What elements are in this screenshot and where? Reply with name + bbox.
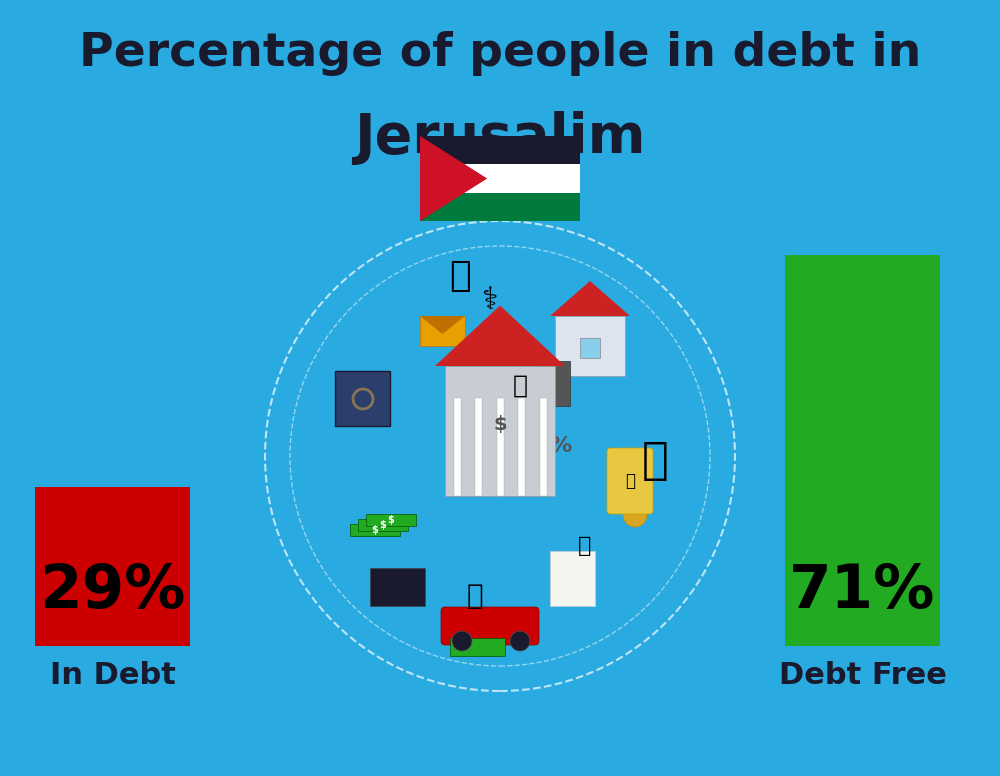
Text: 🏦: 🏦 <box>625 472 635 490</box>
Bar <box>496 399 504 496</box>
Bar <box>475 399 482 496</box>
Text: Jerusalim: Jerusalim <box>354 111 646 165</box>
Text: 🔑: 🔑 <box>512 374 528 398</box>
Bar <box>35 487 190 646</box>
Bar <box>445 366 555 496</box>
Bar <box>420 165 580 192</box>
Text: 🔒: 🔒 <box>578 536 592 556</box>
Bar <box>366 514 416 526</box>
Bar <box>420 316 465 346</box>
Bar <box>450 638 505 656</box>
Bar <box>335 371 390 426</box>
Text: In Debt: In Debt <box>50 661 175 690</box>
Bar <box>350 524 400 536</box>
Bar <box>580 338 600 358</box>
Text: $: $ <box>380 520 386 530</box>
Polygon shape <box>420 316 465 334</box>
Text: Percentage of people in debt in: Percentage of people in debt in <box>79 31 921 76</box>
Circle shape <box>510 631 530 651</box>
Text: $: $ <box>372 525 378 535</box>
Text: $: $ <box>388 515 394 525</box>
Text: Debt Free: Debt Free <box>779 661 946 690</box>
Text: ⚕️: ⚕️ <box>482 286 498 316</box>
FancyBboxPatch shape <box>607 448 653 514</box>
Bar <box>370 568 425 606</box>
Bar <box>420 192 580 221</box>
Text: 🎓: 🎓 <box>642 439 668 483</box>
Polygon shape <box>435 306 565 366</box>
Polygon shape <box>550 281 630 316</box>
Circle shape <box>623 464 647 488</box>
Bar <box>535 361 570 406</box>
Bar <box>518 399 525 496</box>
Polygon shape <box>420 136 487 221</box>
Text: 29%: 29% <box>39 562 186 621</box>
Bar <box>785 255 940 646</box>
Text: $: $ <box>493 415 507 434</box>
Bar <box>540 399 546 496</box>
Text: %: % <box>549 436 571 456</box>
Text: 🦅: 🦅 <box>449 259 471 293</box>
Circle shape <box>623 503 647 527</box>
Circle shape <box>452 631 472 651</box>
Circle shape <box>623 477 647 501</box>
Bar <box>420 136 580 165</box>
Bar <box>358 519 408 531</box>
Text: 🐷: 🐷 <box>467 582 483 610</box>
Bar <box>555 316 625 376</box>
Text: 71%: 71% <box>789 562 936 621</box>
Bar <box>454 399 460 496</box>
FancyBboxPatch shape <box>441 607 539 645</box>
Circle shape <box>623 490 647 514</box>
Bar <box>550 551 595 606</box>
